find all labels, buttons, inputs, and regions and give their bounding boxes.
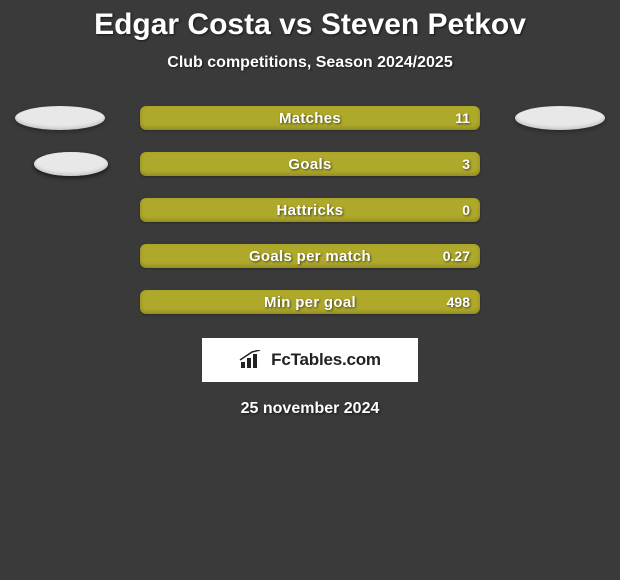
chart-area: Matches 11 Goals 3 Hattricks 0 Goals per… [0, 106, 620, 324]
stat-row-gpm: Goals per match 0.27 [0, 244, 620, 278]
source-logo: FcTables.com [202, 338, 418, 382]
stat-bar: Hattricks 0 [140, 198, 480, 222]
stat-row-mpg: Min per goal 498 [0, 290, 620, 324]
stat-row-matches: Matches 11 [0, 106, 620, 140]
stat-label: Hattricks [277, 202, 344, 219]
bar-chart-icon [239, 350, 265, 370]
stat-label: Goals [288, 156, 331, 173]
stat-value: 3 [462, 156, 470, 172]
stat-bar: Goals per match 0.27 [140, 244, 480, 268]
infographic-container: Edgar Costa vs Steven Petkov Club compet… [0, 0, 620, 418]
stat-value: 0.27 [443, 248, 470, 264]
player2-marker [515, 106, 605, 130]
date-label: 25 november 2024 [0, 400, 620, 418]
subtitle: Club competitions, Season 2024/2025 [0, 54, 620, 72]
player2-marker [34, 152, 108, 176]
stat-label: Min per goal [264, 294, 356, 311]
stat-label: Matches [279, 110, 341, 127]
logo-text: FcTables.com [271, 350, 381, 370]
player1-marker [15, 106, 105, 130]
page-title: Edgar Costa vs Steven Petkov [0, 8, 620, 42]
stat-bar: Goals 3 [140, 152, 480, 176]
stat-bar: Matches 11 [140, 106, 480, 130]
stat-value: 0 [462, 202, 470, 218]
stat-row-goals: Goals 3 [0, 152, 620, 186]
stat-label: Goals per match [249, 248, 371, 265]
stat-bar: Min per goal 498 [140, 290, 480, 314]
stat-value: 11 [455, 110, 470, 126]
stat-row-hattricks: Hattricks 0 [0, 198, 620, 232]
stat-value: 498 [447, 294, 470, 310]
